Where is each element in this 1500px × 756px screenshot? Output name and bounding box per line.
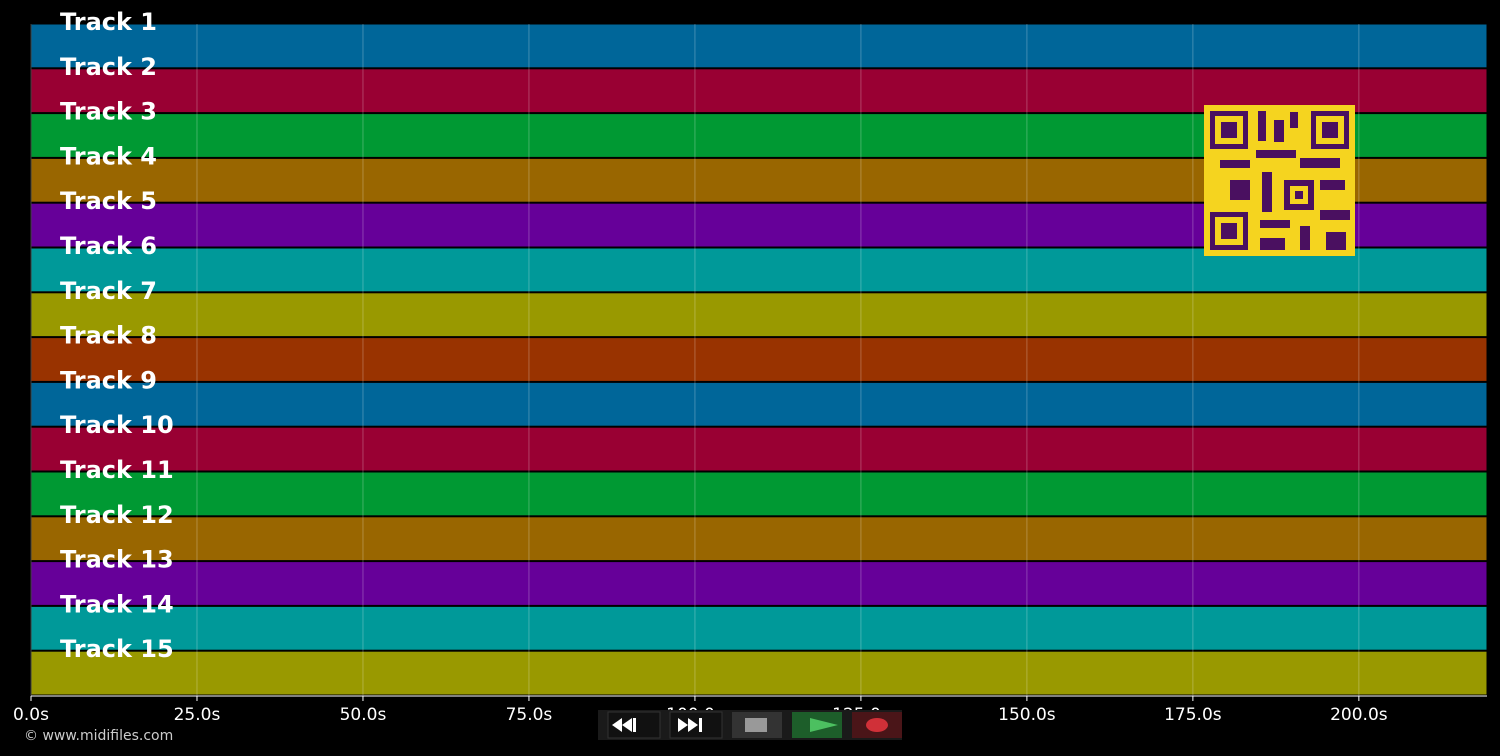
track-labels: Track 1 Track 2 Track 3 Track 4 Track 5 Track…	[60, 8, 174, 663]
track-label: Track 7	[60, 277, 157, 305]
record-button[interactable]	[852, 712, 902, 738]
track-lane	[30, 23, 1488, 69]
track-label: Track 15	[60, 635, 174, 663]
rewind-button[interactable]	[607, 711, 661, 739]
track-label: Track 10	[60, 411, 174, 439]
qr-code	[1204, 105, 1355, 256]
track-lane	[30, 561, 1488, 606]
credit: © www.midifiles.com	[24, 728, 173, 744]
track-lane	[30, 650, 1488, 696]
track-lane	[30, 516, 1488, 562]
track-label: Track 3	[60, 98, 157, 126]
x-tick-label: 25.0s	[174, 705, 221, 725]
play-button[interactable]	[792, 712, 842, 738]
x-tick-label: 200.0s	[1330, 705, 1388, 725]
track-lane	[30, 337, 1488, 382]
track-lane	[30, 292, 1488, 338]
x-tick-label: 175.0s	[1164, 705, 1222, 725]
playback-controls	[598, 710, 902, 740]
stop-button[interactable]	[732, 712, 782, 738]
x-tick-label: 75.0s	[506, 705, 553, 725]
track-label: Track 9	[60, 366, 157, 394]
track-label: Track 1	[60, 8, 157, 36]
track-label: Track 6	[60, 232, 157, 260]
track-label: Track 13	[60, 546, 174, 574]
x-tick-label: 150.0s	[998, 705, 1056, 725]
track-label: Track 2	[60, 53, 157, 81]
track-label: Track 14	[60, 590, 174, 618]
track-lane	[30, 426, 1488, 472]
track-label: Track 5	[60, 187, 157, 215]
grid	[30, 24, 1360, 696]
track-label: Track 4	[60, 142, 157, 170]
track-lane	[30, 381, 1488, 427]
x-tick-label: 0.0s	[13, 705, 49, 725]
track-label: Track 8	[60, 322, 157, 350]
x-tick-label: 50.0s	[340, 705, 387, 725]
track-lane	[30, 605, 1488, 651]
track-lane	[30, 471, 1488, 517]
track-label: Track 11	[60, 456, 174, 484]
forward-button[interactable]	[669, 711, 723, 739]
track-label: Track 12	[60, 501, 174, 529]
